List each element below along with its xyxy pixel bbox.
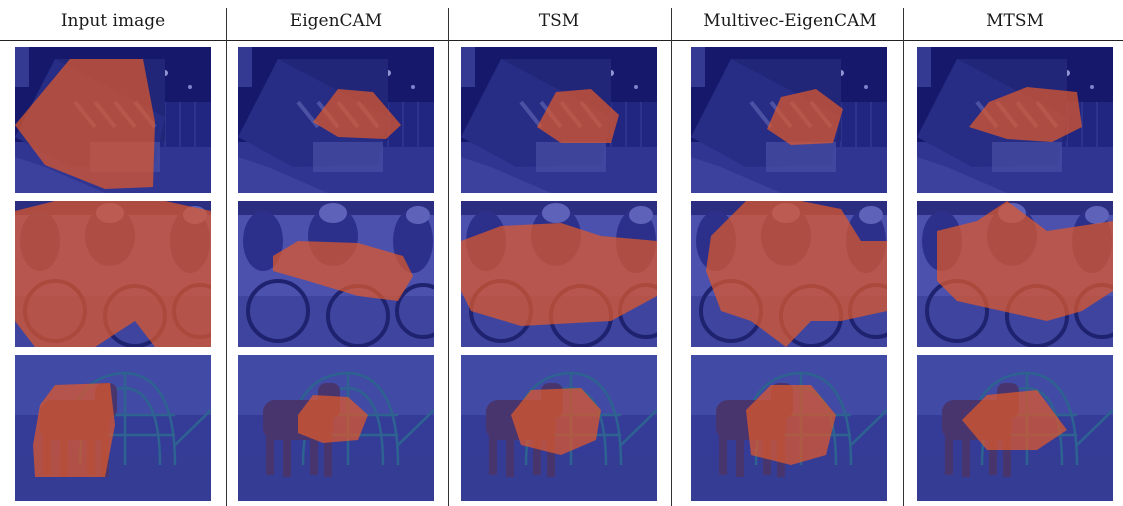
heatmap-horse-input [15,355,211,501]
column-header-multivec-eigencam: Multivec-EigenCAM [703,11,877,31]
heatmap-train-mtsm [917,47,1113,193]
heatmap-train-input [15,47,211,193]
column-separator [903,8,904,506]
column-header-mtsm: MTSM [986,11,1044,31]
column-separator [671,8,672,506]
column-header-eigencam: EigenCAM [289,11,383,31]
heatmap-cyclists-multivec-eigencam [691,201,887,347]
heatmap-horse-mtsm [917,355,1113,501]
column-separator [226,8,227,506]
column-header-tsm: TSM [538,11,580,31]
header-rule [0,40,1123,41]
heatmap-horse-tsm [461,355,657,501]
heatmap-cyclists-eigencam [238,201,434,347]
column-header-input: Input image [60,11,166,31]
heatmap-train-multivec-eigencam [691,47,887,193]
heatmap-horse-multivec-eigencam [691,355,887,501]
heatmap-train-eigencam [238,47,434,193]
heatmap-cyclists-mtsm [917,201,1113,347]
heatmap-cyclists-tsm [461,201,657,347]
heatmap-cyclists-input [15,201,211,347]
heatmap-horse-eigencam [238,355,434,501]
column-separator [448,8,449,506]
heatmap-train-tsm [461,47,657,193]
